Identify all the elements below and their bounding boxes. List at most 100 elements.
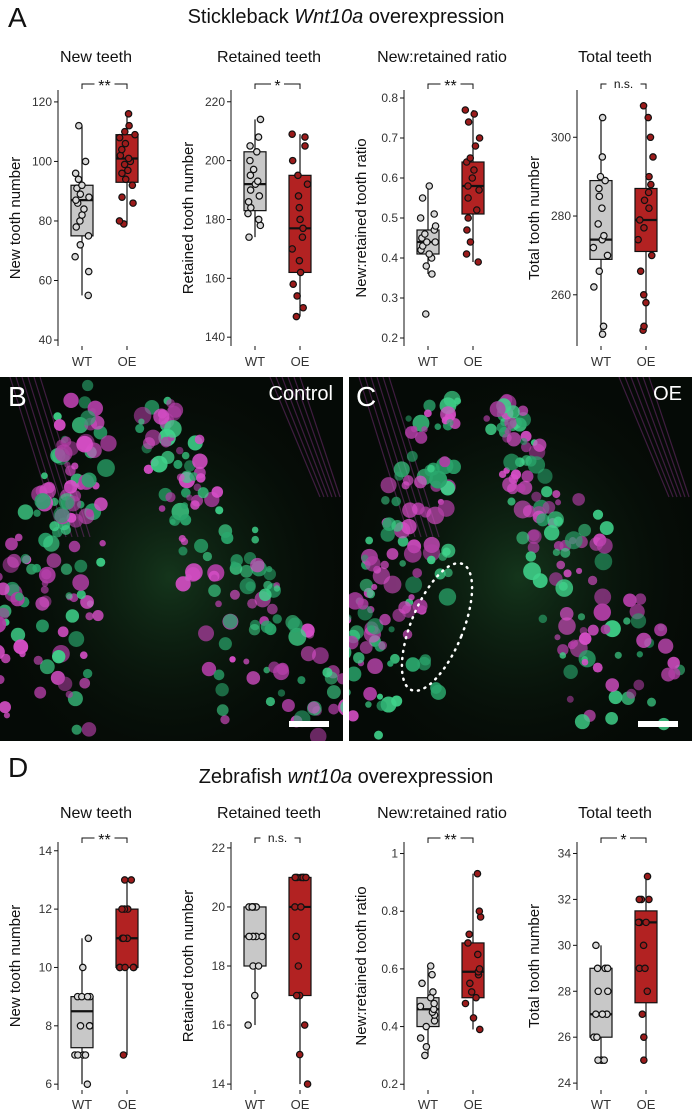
chart-d-ratio: New:retained ratio New:retained tooth rat… [353,805,507,1112]
cell [43,535,60,552]
cell [7,553,22,568]
y-tick-label: 1 [391,847,398,861]
y-tick-label: 28 [558,984,572,998]
significance-label: * [620,832,626,849]
cell [215,506,224,515]
cell [376,700,387,711]
micrograph-oe-label: OE [653,383,682,405]
data-point [245,233,253,241]
cell [647,697,657,707]
x-tick-label: WT [418,1097,438,1112]
cell [554,634,561,641]
y-axis-label: New tooth number [7,905,24,1028]
data-point [294,192,303,200]
data-point [641,964,649,973]
cell [446,459,461,475]
y-tick-label: 100 [32,154,52,168]
micrograph-glow [0,377,343,741]
cell [82,668,93,679]
chart-title: Retained teeth [217,805,321,822]
data-point [474,258,482,266]
cell [533,438,547,452]
y-tick-label: 0.8 [381,904,398,918]
data-point [592,941,600,950]
cell [408,594,415,601]
cell [363,686,377,701]
cell [240,564,253,578]
data-point [295,1050,304,1059]
cell [80,595,94,609]
cell [594,552,613,571]
y-tick-label: 24 [558,1076,572,1090]
panel-a-title-prefix: Stickleback [187,6,295,28]
data-point [253,177,262,186]
cell [322,667,333,678]
cell [668,667,681,680]
cell [0,645,5,659]
cell [575,567,583,575]
data-point [301,133,309,141]
data-point [416,1002,425,1011]
cell [92,609,104,622]
cell [133,406,152,425]
cell [626,688,637,699]
data-point [117,145,126,154]
cell [68,631,85,647]
cell [273,585,281,592]
data-point [83,992,92,1001]
data-point [120,876,129,884]
data-point [289,280,298,289]
data-point [470,166,478,174]
chart-title: New teeth [60,49,132,66]
cell [194,538,209,553]
chart-a-total-teeth: Total teeth Total tooth number 260 280 300 WT… [526,49,658,369]
data-point [120,127,129,136]
data-point [471,142,480,150]
data-point [291,873,299,882]
y-tick-label: 18 [212,959,226,973]
tissue-streak [630,377,678,498]
data-point [78,181,86,190]
cell [178,534,186,543]
data-point [124,110,133,118]
cell [349,635,359,650]
chart-title: New teeth [60,805,132,822]
cell [419,654,432,666]
y-tick-label: 0.3 [381,291,398,305]
y-axis-label: Total tooth number [526,904,543,1028]
data-point [297,903,305,911]
data-point [593,1033,601,1041]
y-tick-label: 22 [212,841,226,855]
data-point [300,1021,309,1029]
data-point [635,216,644,224]
cell [592,662,603,673]
cell [506,432,521,447]
y-tick-label: 0.4 [381,251,398,265]
data-point [244,198,253,206]
x-tick-label: OE [637,1097,656,1112]
cell [135,424,145,434]
data-point [246,186,255,194]
x-tick-label: WT [591,1097,611,1112]
data-point [464,939,472,947]
data-point [121,139,130,148]
cell [599,521,614,536]
data-point [296,268,305,277]
data-point [640,1033,648,1041]
data-point [416,1034,425,1042]
data-point [603,251,612,260]
cell [153,408,170,425]
cell [388,626,395,633]
data-point [467,988,476,996]
cell [65,592,73,600]
data-point [643,872,652,881]
y-tick-label: 30 [558,938,572,952]
cell [264,623,277,636]
data-point [288,245,297,253]
cell [367,625,376,633]
cell [143,464,154,475]
cell [374,730,383,740]
cell [537,468,553,484]
cell [198,625,215,642]
cell [281,699,295,712]
